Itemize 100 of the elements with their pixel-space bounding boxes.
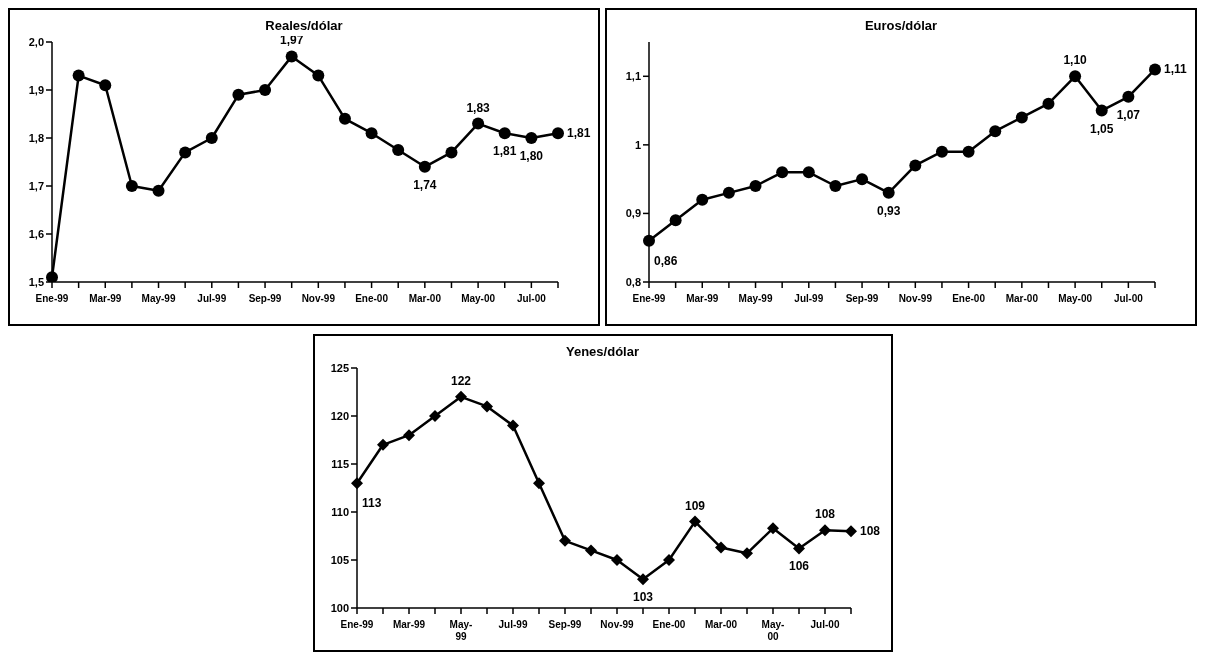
x-tick-label: Jul-00 <box>810 619 840 630</box>
point <box>962 145 975 158</box>
x-tick-label: Ene-00 <box>952 293 986 304</box>
point <box>392 144 405 156</box>
point <box>1042 97 1055 110</box>
chart-title: Yenes/dólar <box>565 344 640 361</box>
y-tick-label: 1,7 <box>28 179 44 192</box>
point <box>766 522 779 535</box>
data-label: 103 <box>632 590 653 605</box>
data-label: 1,10 <box>1063 53 1088 68</box>
data-label: 0,86 <box>654 253 678 268</box>
point <box>935 145 948 158</box>
point <box>696 193 709 206</box>
x-tick-label: May-99 <box>738 293 773 304</box>
x-tick-label: Ene-99 <box>340 619 374 630</box>
point <box>312 69 325 82</box>
point <box>152 184 165 197</box>
point <box>525 132 538 144</box>
point <box>688 515 701 528</box>
y-tick-label: 1,5 <box>28 275 44 288</box>
x-tick-label: Mar-99 <box>392 619 426 630</box>
x-tick-label: Mar-99 <box>686 293 719 304</box>
point <box>428 410 441 422</box>
point <box>882 186 895 199</box>
point <box>376 438 389 451</box>
point <box>365 127 378 140</box>
point <box>909 159 922 172</box>
point <box>232 88 245 101</box>
point <box>722 186 735 199</box>
point <box>454 390 467 403</box>
x-tick-label: Jul-00 <box>1113 293 1144 304</box>
point <box>125 180 138 192</box>
point <box>179 146 192 159</box>
x-tick-label: Mar-99 <box>89 293 122 304</box>
data-label: 1,80 <box>519 149 544 163</box>
y-tick-label: 0,9 <box>625 207 641 220</box>
y-tick-label: 1,9 <box>28 83 44 96</box>
data-label: 1,05 <box>1090 121 1114 136</box>
data-label: 109 <box>684 498 705 513</box>
x-tick-label: Ene-99 <box>35 293 69 304</box>
point <box>558 534 571 547</box>
point <box>506 419 519 432</box>
data-label: 1,11 <box>1164 62 1188 77</box>
point <box>662 554 675 566</box>
x-tick-label: Nov-99 <box>898 293 933 304</box>
x-tick-label: Jul-99 <box>197 293 227 304</box>
x-tick-label: Jul-99 <box>794 293 824 304</box>
data-label: 1,81 <box>493 144 517 159</box>
chart-title: Euros/dólar <box>863 18 939 35</box>
x-tick-label: Ene-00 <box>355 293 389 304</box>
point <box>776 166 789 179</box>
data-label: 1,07 <box>1116 107 1141 122</box>
data-label: 108 <box>814 507 835 522</box>
chart-title: Reales/dólar <box>265 18 343 33</box>
x-tick-label: May-00 <box>761 619 784 642</box>
x-tick-label: Nov-99 <box>599 619 634 630</box>
x-tick-label: May-00 <box>461 293 496 304</box>
point <box>669 214 682 227</box>
point <box>480 400 493 413</box>
y-tick-label: 1,6 <box>28 227 44 240</box>
x-tick-label: Ene-00 <box>652 619 686 630</box>
x-tick-label: Mar-00 <box>1005 293 1039 304</box>
x-tick-label: Ene-99 <box>632 293 666 304</box>
point <box>749 180 762 192</box>
point <box>856 173 869 186</box>
point <box>1122 90 1135 103</box>
data-label: 122 <box>450 373 471 388</box>
point <box>610 554 623 566</box>
point <box>714 541 727 554</box>
point <box>259 84 272 96</box>
data-label: 113 <box>361 496 382 511</box>
y-tick-label: 1,1 <box>625 70 641 83</box>
point <box>818 524 831 537</box>
data-label: 0,93 <box>877 203 901 218</box>
point <box>740 547 753 560</box>
y-tick-label: 100 <box>330 601 349 614</box>
point <box>1015 111 1028 124</box>
data-label: 106 <box>788 559 809 574</box>
point <box>418 160 431 173</box>
point <box>643 234 655 247</box>
y-tick-label: 115 <box>330 457 349 470</box>
x-tick-label: Sep-99 <box>548 619 582 630</box>
y-tick-label: 125 <box>330 361 349 374</box>
data-label: 1,81 <box>567 126 591 141</box>
data-label: 1,97 <box>280 33 304 48</box>
point <box>532 477 545 490</box>
y-tick-label: 2,0 <box>28 35 44 48</box>
point <box>72 69 85 82</box>
point <box>552 127 564 140</box>
point <box>205 132 218 144</box>
point <box>584 544 597 557</box>
x-tick-label: Jul-00 <box>516 293 547 304</box>
point <box>402 429 415 442</box>
point <box>792 542 805 555</box>
point <box>445 146 458 159</box>
x-tick-label: Jul-99 <box>498 619 528 630</box>
point <box>802 166 815 179</box>
point <box>285 50 298 63</box>
x-tick-label: Sep-99 <box>845 293 879 304</box>
y-tick-label: 110 <box>330 505 349 518</box>
